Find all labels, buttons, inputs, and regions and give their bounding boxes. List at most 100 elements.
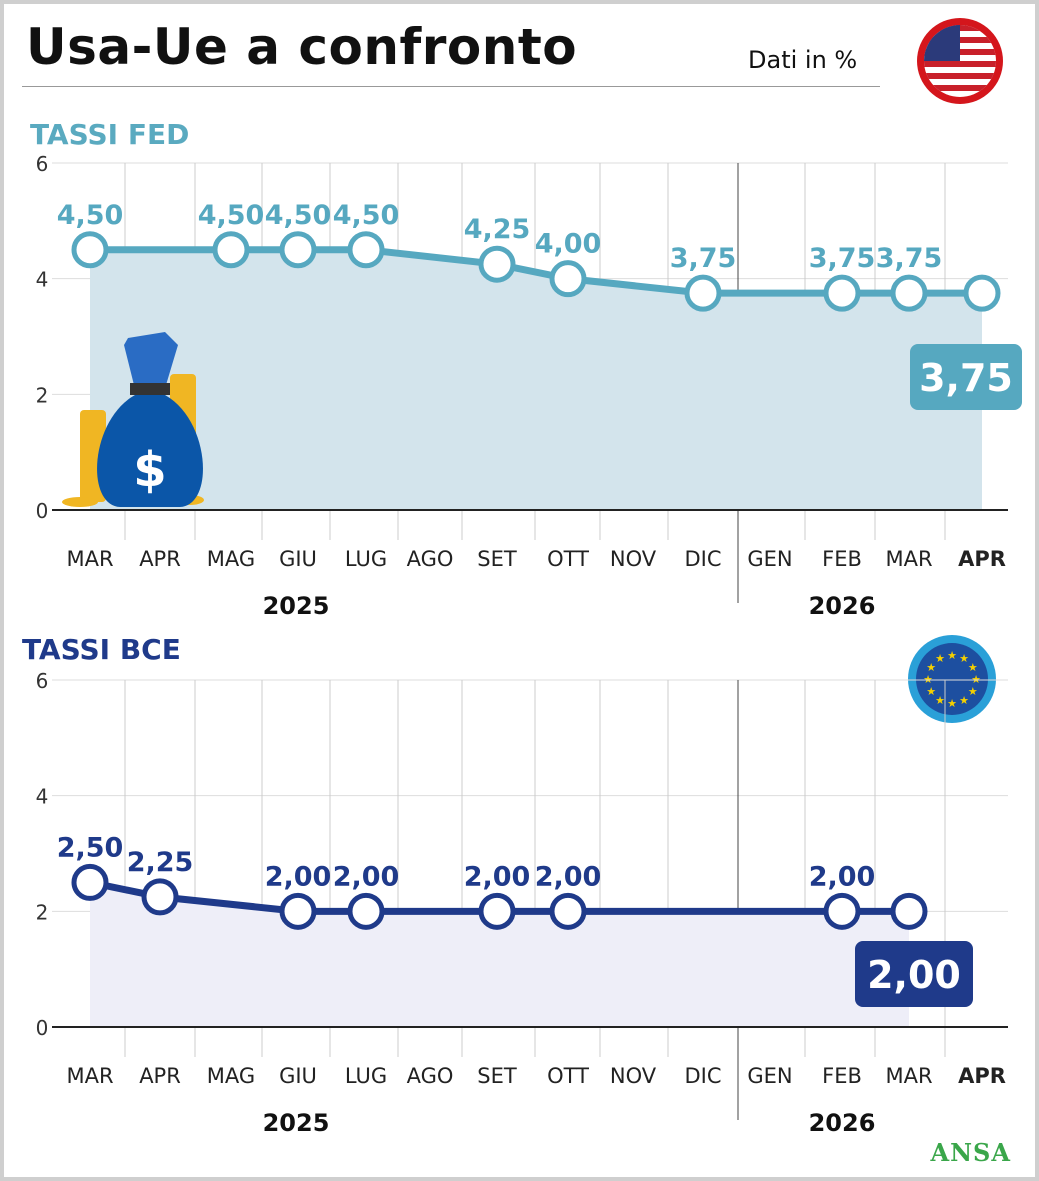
data-label: 2,00	[809, 861, 876, 892]
data-point	[478, 892, 516, 930]
x-tick-label: AGO	[407, 1064, 454, 1088]
data-label: 4,50	[198, 200, 265, 231]
x-tick-label: FEB	[822, 547, 862, 571]
current-value: 2,00	[867, 953, 961, 997]
eu-star: ★	[947, 649, 957, 662]
data-point	[478, 245, 516, 283]
data-point	[549, 260, 587, 298]
data-label: 3,75	[876, 243, 943, 274]
eu-star: ★	[926, 685, 936, 698]
x-tick-label: APR	[139, 1064, 181, 1088]
eu-star: ★	[935, 694, 945, 707]
data-point	[890, 892, 928, 930]
current-value-badge	[910, 344, 1022, 410]
x-tick-label: NOV	[610, 547, 657, 571]
data-label: 4,25	[464, 214, 531, 245]
current-value: 3,75	[919, 356, 1013, 400]
year-label: 2025	[263, 592, 330, 620]
ansa-logo: ANSA	[930, 1138, 1011, 1167]
data-label: 2,00	[333, 861, 400, 892]
x-tick-label: GIU	[279, 1064, 317, 1088]
y-tick-label: 4	[36, 785, 49, 809]
x-tick-label: FEB	[822, 1064, 862, 1088]
bce-section-title: TASSI BCE	[22, 633, 181, 666]
year-label: 2026	[809, 592, 876, 620]
eu-star: ★	[935, 652, 945, 665]
data-point	[212, 231, 250, 269]
year-label: 2026	[809, 1109, 876, 1137]
data-label: 3,75	[809, 243, 876, 274]
data-point	[279, 231, 317, 269]
eu-star: ★	[926, 661, 936, 674]
data-point	[347, 892, 385, 930]
eu-star: ★	[968, 685, 978, 698]
us-flag-icon	[917, 18, 1003, 104]
data-point	[684, 274, 722, 312]
x-tick-label: MAG	[207, 547, 255, 571]
y-tick-label: 0	[36, 1016, 49, 1040]
data-point	[890, 274, 928, 312]
money-bag-icon: $	[62, 332, 204, 507]
current-value-badge	[855, 941, 973, 1007]
svg-text:$: $	[133, 442, 166, 498]
x-tick-label: APR	[958, 1064, 1006, 1088]
y-tick-label: 6	[36, 152, 49, 176]
y-tick-label: 6	[36, 669, 49, 693]
divider	[22, 86, 880, 87]
year-label: 2025	[263, 1109, 330, 1137]
data-label: 2,25	[127, 847, 194, 878]
data-point	[141, 878, 179, 916]
x-tick-label: MAR	[885, 547, 932, 571]
y-tick-label: 4	[36, 268, 49, 292]
x-tick-label: OTT	[547, 1064, 589, 1088]
data-point	[279, 892, 317, 930]
y-tick-label: 0	[36, 499, 49, 523]
x-tick-label: DIC	[684, 1064, 721, 1088]
data-label: 4,50	[57, 200, 124, 231]
x-tick-label: MAR	[66, 547, 113, 571]
data-label: 3,75	[670, 243, 737, 274]
x-tick-label: GEN	[747, 1064, 792, 1088]
x-tick-label: SET	[477, 1064, 517, 1088]
units-label: Dati in %	[748, 46, 858, 74]
data-label: 4,50	[265, 200, 332, 231]
eu-star: ★	[968, 661, 978, 674]
x-tick-label: DIC	[684, 547, 721, 571]
y-tick-label: 2	[36, 383, 49, 407]
page-title: Usa-Ue a confronto	[26, 18, 578, 76]
y-tick-label: 2	[36, 900, 49, 924]
data-point	[71, 231, 109, 269]
x-tick-label: SET	[477, 547, 517, 571]
x-tick-label: APR	[958, 547, 1006, 571]
data-point	[549, 892, 587, 930]
x-tick-label: NOV	[610, 1064, 657, 1088]
data-point	[71, 863, 109, 901]
x-tick-label: LUG	[345, 1064, 387, 1088]
x-tick-label: OTT	[547, 547, 589, 571]
x-tick-label: GEN	[747, 547, 792, 571]
x-tick-label: GIU	[279, 547, 317, 571]
x-tick-label: MAR	[885, 1064, 932, 1088]
x-tick-label: APR	[139, 547, 181, 571]
data-point	[823, 892, 861, 930]
fed-section-title: TASSI FED	[30, 118, 190, 151]
data-label: 2,50	[57, 832, 124, 863]
x-tick-label: MAR	[66, 1064, 113, 1088]
data-label: 2,00	[464, 861, 531, 892]
x-tick-label: MAG	[207, 1064, 255, 1088]
area-fill	[90, 249, 982, 510]
data-point	[963, 274, 1001, 312]
eu-star: ★	[947, 697, 957, 710]
x-tick-label: AGO	[407, 547, 454, 571]
data-point	[823, 274, 861, 312]
eu-star: ★	[959, 694, 969, 707]
eu-flag-icon: ★ ★★★★★★★★★★★	[908, 635, 996, 723]
x-tick-label: LUG	[345, 547, 387, 571]
data-label: 2,00	[265, 861, 332, 892]
data-label: 2,00	[535, 861, 602, 892]
eu-star: ★	[959, 652, 969, 665]
